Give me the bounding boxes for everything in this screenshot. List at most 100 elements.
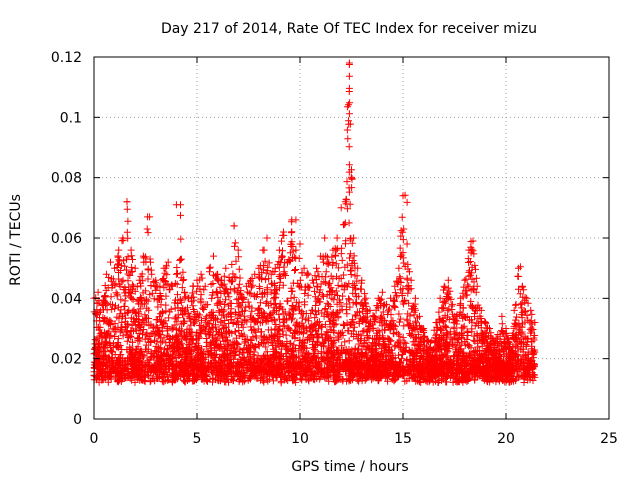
data-point	[459, 378, 467, 386]
data-point	[249, 281, 257, 289]
data-point	[232, 274, 240, 281]
data-point	[236, 301, 244, 309]
data-point	[312, 326, 320, 334]
data-point	[348, 174, 356, 182]
data-point	[123, 266, 130, 274]
data-point	[376, 319, 384, 327]
data-point	[290, 341, 298, 349]
data-point	[326, 333, 334, 341]
data-point	[165, 314, 173, 322]
data-point	[397, 315, 405, 323]
data-points	[90, 59, 539, 387]
data-point	[444, 284, 452, 292]
data-point	[122, 330, 130, 338]
data-point	[96, 307, 104, 315]
data-point	[169, 352, 177, 360]
data-point	[340, 271, 348, 279]
data-point	[177, 211, 184, 219]
data-point	[524, 299, 532, 307]
data-point	[164, 376, 172, 384]
data-point	[202, 301, 210, 309]
data-point	[124, 217, 132, 225]
data-point	[288, 316, 295, 324]
data-point	[359, 314, 367, 322]
data-point	[103, 300, 111, 308]
data-point	[348, 259, 356, 267]
data-point	[244, 349, 252, 357]
data-point	[439, 305, 447, 312]
data-point	[161, 269, 169, 277]
data-point	[444, 307, 452, 315]
data-point	[100, 317, 108, 325]
data-point	[93, 299, 101, 307]
data-point	[123, 228, 131, 236]
data-point	[165, 286, 173, 294]
data-point	[471, 337, 479, 345]
data-point	[447, 333, 455, 341]
data-point	[462, 275, 470, 283]
data-point	[259, 377, 267, 385]
data-point	[435, 308, 443, 316]
data-point	[275, 311, 283, 319]
data-point	[112, 289, 120, 297]
data-point	[350, 252, 358, 260]
data-point	[225, 320, 233, 327]
data-point	[345, 143, 353, 151]
data-point	[180, 276, 188, 284]
data-point	[261, 257, 269, 265]
data-point	[412, 306, 419, 314]
data-point	[177, 235, 185, 243]
data-point	[265, 275, 273, 283]
data-point	[338, 328, 346, 336]
data-point	[226, 310, 234, 318]
data-point	[445, 367, 453, 374]
data-point	[513, 313, 521, 321]
data-point	[524, 316, 532, 324]
data-point	[322, 273, 330, 281]
data-point	[185, 312, 193, 320]
data-point	[396, 274, 404, 282]
data-point	[228, 329, 236, 337]
data-point	[124, 270, 132, 278]
data-point	[97, 329, 105, 337]
data-point	[311, 272, 319, 280]
data-point	[340, 320, 347, 328]
data-point	[144, 229, 152, 237]
data-point	[468, 316, 475, 324]
data-point	[113, 292, 121, 300]
data-point	[163, 331, 171, 339]
data-point	[231, 328, 239, 336]
data-point	[404, 310, 412, 318]
data-point	[176, 295, 184, 303]
data-point	[420, 347, 428, 355]
data-point	[312, 276, 320, 283]
data-point	[346, 99, 354, 107]
data-point	[124, 253, 132, 261]
data-point	[219, 281, 227, 289]
data-point	[121, 262, 129, 270]
data-point	[174, 270, 181, 277]
data-point	[464, 281, 472, 289]
data-point	[144, 266, 152, 274]
data-point	[395, 310, 403, 318]
data-point	[361, 290, 369, 298]
data-point	[118, 262, 126, 270]
data-point	[414, 330, 422, 338]
data-point	[258, 269, 266, 277]
data-point	[338, 350, 346, 358]
data-point	[432, 332, 440, 340]
data-point	[466, 258, 474, 265]
data-point	[352, 312, 360, 320]
data-point	[394, 338, 402, 346]
data-point	[230, 285, 238, 293]
data-point	[133, 283, 141, 291]
data-point	[126, 289, 134, 297]
data-point	[254, 374, 262, 382]
data-point	[330, 320, 338, 328]
data-point	[174, 300, 182, 307]
data-point	[481, 318, 489, 326]
data-point	[144, 356, 152, 364]
data-point	[189, 302, 197, 310]
data-point	[345, 350, 353, 358]
data-point	[127, 293, 134, 301]
